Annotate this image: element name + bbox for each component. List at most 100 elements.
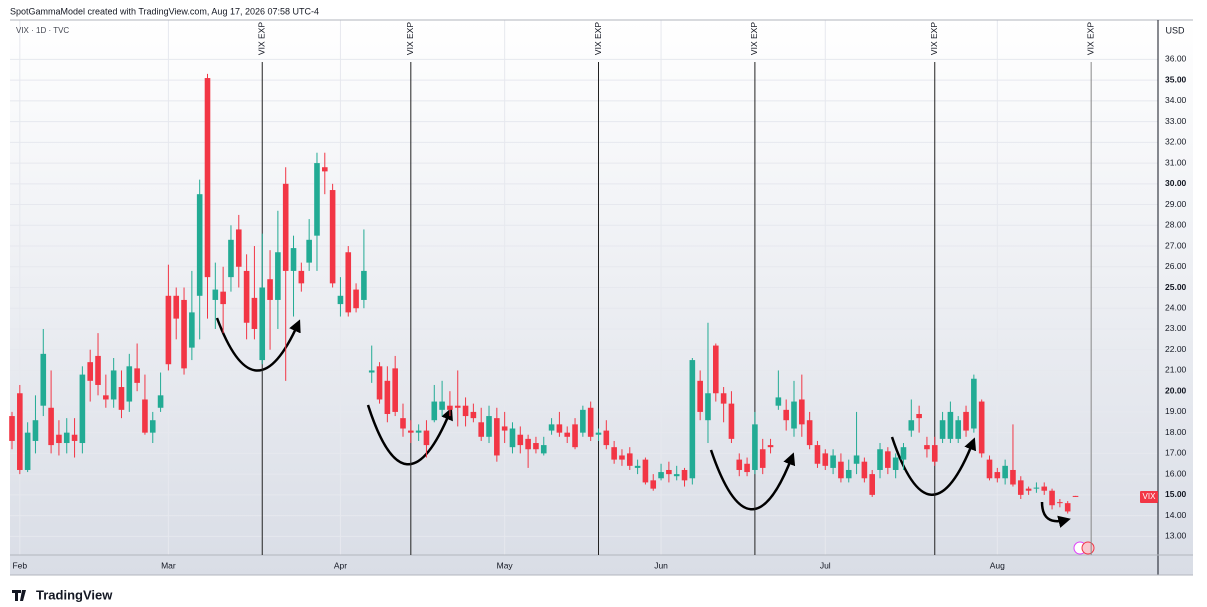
candle-body (501, 426, 508, 431)
x-tick-label: Jul (820, 560, 831, 570)
arrow (709, 449, 796, 511)
candle-body (118, 387, 125, 410)
candle-body (877, 449, 883, 470)
candle-body (752, 424, 758, 470)
y-tick-label: 35.00 (1165, 74, 1187, 84)
candle-body (48, 407, 54, 446)
candle-body (228, 239, 234, 278)
candle-body (548, 424, 555, 431)
candle-body (79, 374, 86, 444)
candle-body (40, 353, 47, 406)
candle-body (189, 312, 195, 348)
candle-body (110, 370, 117, 400)
candle-body (9, 416, 15, 441)
vix-exp-label: VIX EXP (1085, 22, 1095, 55)
vix-exp-label: VIX EXP (256, 22, 266, 55)
candle-body (908, 420, 915, 431)
currency: USD (1165, 25, 1185, 35)
candle-body (1010, 469, 1016, 485)
y-tick-label: 14.00 (1165, 510, 1187, 520)
y-tick-label: 26.00 (1165, 261, 1187, 271)
candle-body (853, 455, 860, 464)
candle-body (454, 405, 461, 408)
candle-body (361, 270, 367, 300)
candle-body (478, 422, 484, 437)
candle-body (204, 78, 211, 278)
candle-body (814, 445, 821, 464)
candle-body (212, 289, 219, 300)
candle-body (509, 428, 516, 448)
arrow (1040, 501, 1071, 528)
y-tick-label: 36.00 (1165, 54, 1187, 64)
candle-body (431, 401, 438, 421)
candle-body (306, 239, 312, 263)
candle-body (408, 430, 414, 433)
arrows (215, 317, 1071, 528)
candle-body (705, 393, 711, 421)
candle-body (517, 434, 524, 446)
candle-body (251, 297, 258, 329)
vix-exp-label: VIX EXP (593, 22, 603, 55)
candle-body (220, 291, 226, 305)
y-tick-label: 20.00 (1165, 385, 1187, 395)
arrow (366, 404, 453, 466)
candle-body (783, 409, 789, 421)
price-badge (1140, 490, 1158, 503)
candle-body (243, 270, 250, 323)
x-tick-label: Jun (654, 560, 668, 570)
y-tick-label: 33.00 (1165, 116, 1187, 126)
candle-body (415, 430, 422, 433)
candle-body (392, 368, 398, 412)
candle-body (1017, 480, 1024, 495)
candle-body (181, 299, 187, 369)
candle-body (486, 416, 492, 437)
candle-body (900, 447, 907, 460)
candle-body (322, 167, 328, 172)
y-tick-label: 25.00 (1165, 282, 1187, 292)
candle-body (916, 413, 922, 419)
candle-body (689, 360, 696, 479)
candle-body (165, 295, 172, 365)
candle-body (1072, 495, 1079, 497)
candle-body (931, 445, 938, 462)
candle-body (1064, 503, 1071, 512)
y-tick-label: 23.00 (1165, 323, 1187, 333)
candle-body (587, 407, 594, 437)
x-tick-label: Mar (161, 560, 176, 570)
candle-body (720, 393, 727, 404)
candle-body (56, 434, 62, 444)
candle-body (32, 420, 39, 441)
candle-body (994, 472, 1001, 479)
candle-body (196, 194, 203, 296)
candle-body (533, 443, 539, 450)
candle-body (1057, 502, 1063, 504)
candle-body (673, 474, 680, 477)
y-tick-label: 30.00 (1165, 178, 1187, 188)
candle-body (791, 401, 797, 429)
candle-body (681, 469, 688, 481)
candle-body (142, 399, 148, 433)
candle-body (423, 430, 430, 446)
y-tick-label: 34.00 (1165, 95, 1187, 105)
candle-body (642, 459, 649, 483)
y-tick-label: 27.00 (1165, 240, 1187, 250)
vix-exp-label: VIX EXP (405, 22, 415, 55)
candle-body (384, 380, 391, 414)
symbol: VIX · 1D · TVC (16, 26, 69, 35)
candle-body (290, 248, 297, 271)
candle-body (830, 455, 836, 468)
candle-body (368, 370, 375, 373)
candle-body (103, 395, 109, 400)
candle-body (126, 366, 133, 402)
y-tick-label: 24.00 (1165, 302, 1187, 312)
candle-body (744, 463, 750, 473)
candle-body (736, 459, 743, 470)
x-tick-label: May (497, 560, 514, 570)
candle-body (298, 270, 305, 284)
candle-body (1033, 487, 1040, 489)
y-tick-label: 19.00 (1165, 406, 1187, 416)
y-tick-label: 31.00 (1165, 157, 1187, 167)
candle-body (275, 252, 281, 300)
candle-body (572, 424, 578, 448)
candle-body (63, 432, 70, 444)
